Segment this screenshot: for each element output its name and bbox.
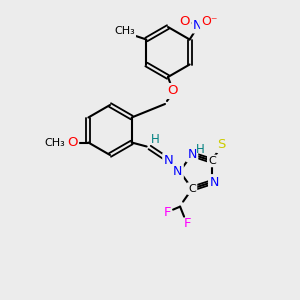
Text: H: H — [151, 133, 160, 146]
Text: O: O — [67, 136, 78, 149]
Text: CH₃: CH₃ — [44, 137, 65, 148]
Text: C: C — [188, 184, 196, 194]
Text: O: O — [168, 85, 178, 98]
Text: F: F — [183, 217, 191, 230]
Text: H: H — [196, 143, 205, 156]
Text: N: N — [164, 154, 173, 167]
Text: CH₃: CH₃ — [114, 26, 135, 37]
Text: O: O — [179, 15, 190, 28]
Text: F: F — [163, 206, 171, 219]
Text: S: S — [217, 138, 225, 152]
Text: O⁻: O⁻ — [201, 15, 218, 28]
Text: N: N — [209, 176, 219, 189]
Text: N: N — [173, 165, 182, 178]
Text: N: N — [188, 148, 197, 161]
Text: C: C — [208, 156, 216, 166]
Text: N: N — [193, 19, 202, 32]
